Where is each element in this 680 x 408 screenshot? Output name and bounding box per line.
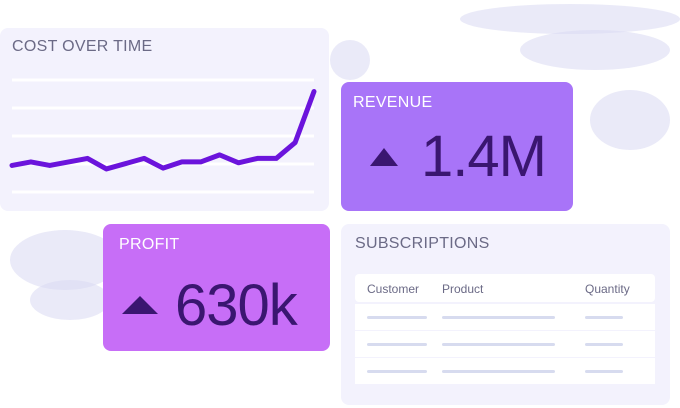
- subscriptions-card-title: SUBSCRIPTIONS: [355, 235, 490, 252]
- placeholder-cell: [367, 370, 427, 373]
- profit-card-title: PROFIT: [119, 236, 180, 253]
- placeholder-cell: [585, 370, 623, 373]
- cost-line-chart: [9, 78, 317, 194]
- triangle-up-icon: [122, 296, 158, 314]
- table-header: Customer Product Quantity: [355, 274, 655, 302]
- triangle-up-icon: [370, 148, 398, 166]
- revenue-card-title: REVENUE: [353, 94, 433, 111]
- placeholder-cell: [442, 343, 555, 346]
- series-line: [9, 89, 317, 172]
- column-header-product: Product: [442, 282, 484, 296]
- table-row[interactable]: [355, 358, 655, 384]
- profit-card: PROFIT 630k: [103, 224, 330, 351]
- placeholder-cell: [585, 316, 623, 319]
- table-row[interactable]: [355, 331, 655, 357]
- column-header-customer: Customer: [367, 282, 420, 296]
- cost-card-title: COST OVER TIME: [12, 38, 153, 55]
- column-header-quantity: Quantity: [585, 282, 630, 296]
- placeholder-cell: [367, 343, 427, 346]
- subscriptions-table: Customer Product Quantity: [355, 274, 655, 396]
- subscriptions-card: SUBSCRIPTIONS Customer Product Quantity: [341, 224, 670, 405]
- revenue-value: 1.4M: [421, 124, 547, 189]
- cost-over-time-card: COST OVER TIME: [0, 28, 329, 211]
- placeholder-cell: [442, 316, 555, 319]
- placeholder-cell: [367, 316, 427, 319]
- revenue-card: REVENUE 1.4M: [341, 82, 573, 211]
- table-row[interactable]: [355, 304, 655, 330]
- placeholder-cell: [585, 343, 623, 346]
- profit-value: 630k: [175, 273, 298, 338]
- placeholder-cell: [442, 370, 555, 373]
